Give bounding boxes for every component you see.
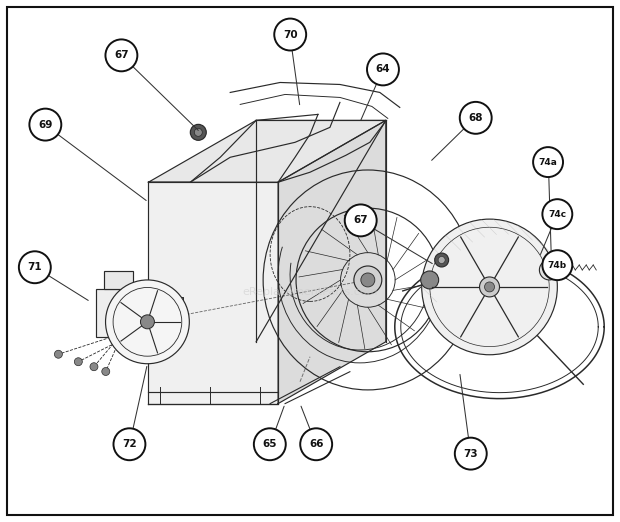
Circle shape [542,250,572,280]
Circle shape [458,281,462,286]
Circle shape [345,205,377,236]
Circle shape [19,251,51,283]
Polygon shape [148,182,278,404]
Circle shape [74,358,82,366]
Text: 71: 71 [27,262,42,272]
Circle shape [435,253,449,267]
Text: 69: 69 [38,120,53,129]
Circle shape [102,367,110,375]
Circle shape [485,282,495,292]
Text: 65: 65 [262,439,277,449]
Circle shape [542,199,572,229]
Circle shape [460,102,492,134]
Text: 72: 72 [122,439,137,449]
Circle shape [354,266,382,294]
Circle shape [479,277,500,297]
Circle shape [113,428,146,460]
Circle shape [533,147,563,177]
Text: 67: 67 [114,50,129,61]
Circle shape [421,271,439,289]
Circle shape [367,53,399,86]
Bar [104,271,133,289]
Circle shape [141,315,154,329]
Polygon shape [278,121,386,404]
Circle shape [443,280,446,283]
Circle shape [438,256,445,264]
Text: 67: 67 [353,216,368,226]
Text: 66: 66 [309,439,324,449]
Text: 74b: 74b [548,260,567,270]
Circle shape [190,124,206,140]
Circle shape [194,128,202,136]
Circle shape [422,219,557,355]
Circle shape [361,273,375,287]
Circle shape [254,428,286,460]
Circle shape [455,437,487,470]
Circle shape [29,109,61,140]
Circle shape [105,39,138,72]
Circle shape [300,428,332,460]
Circle shape [472,283,477,287]
Circle shape [274,19,306,51]
Text: 64: 64 [376,64,390,75]
Text: 74a: 74a [539,158,557,167]
Circle shape [90,363,98,371]
Circle shape [539,260,559,280]
Circle shape [55,350,63,358]
Text: 74c: 74c [548,210,567,219]
Polygon shape [148,121,386,182]
Text: 70: 70 [283,30,298,40]
Text: 68: 68 [469,113,483,123]
Bar [95,289,157,337]
Circle shape [105,280,189,364]
Text: 73: 73 [464,448,478,459]
Text: eReplacementParts.com: eReplacementParts.com [242,287,378,297]
